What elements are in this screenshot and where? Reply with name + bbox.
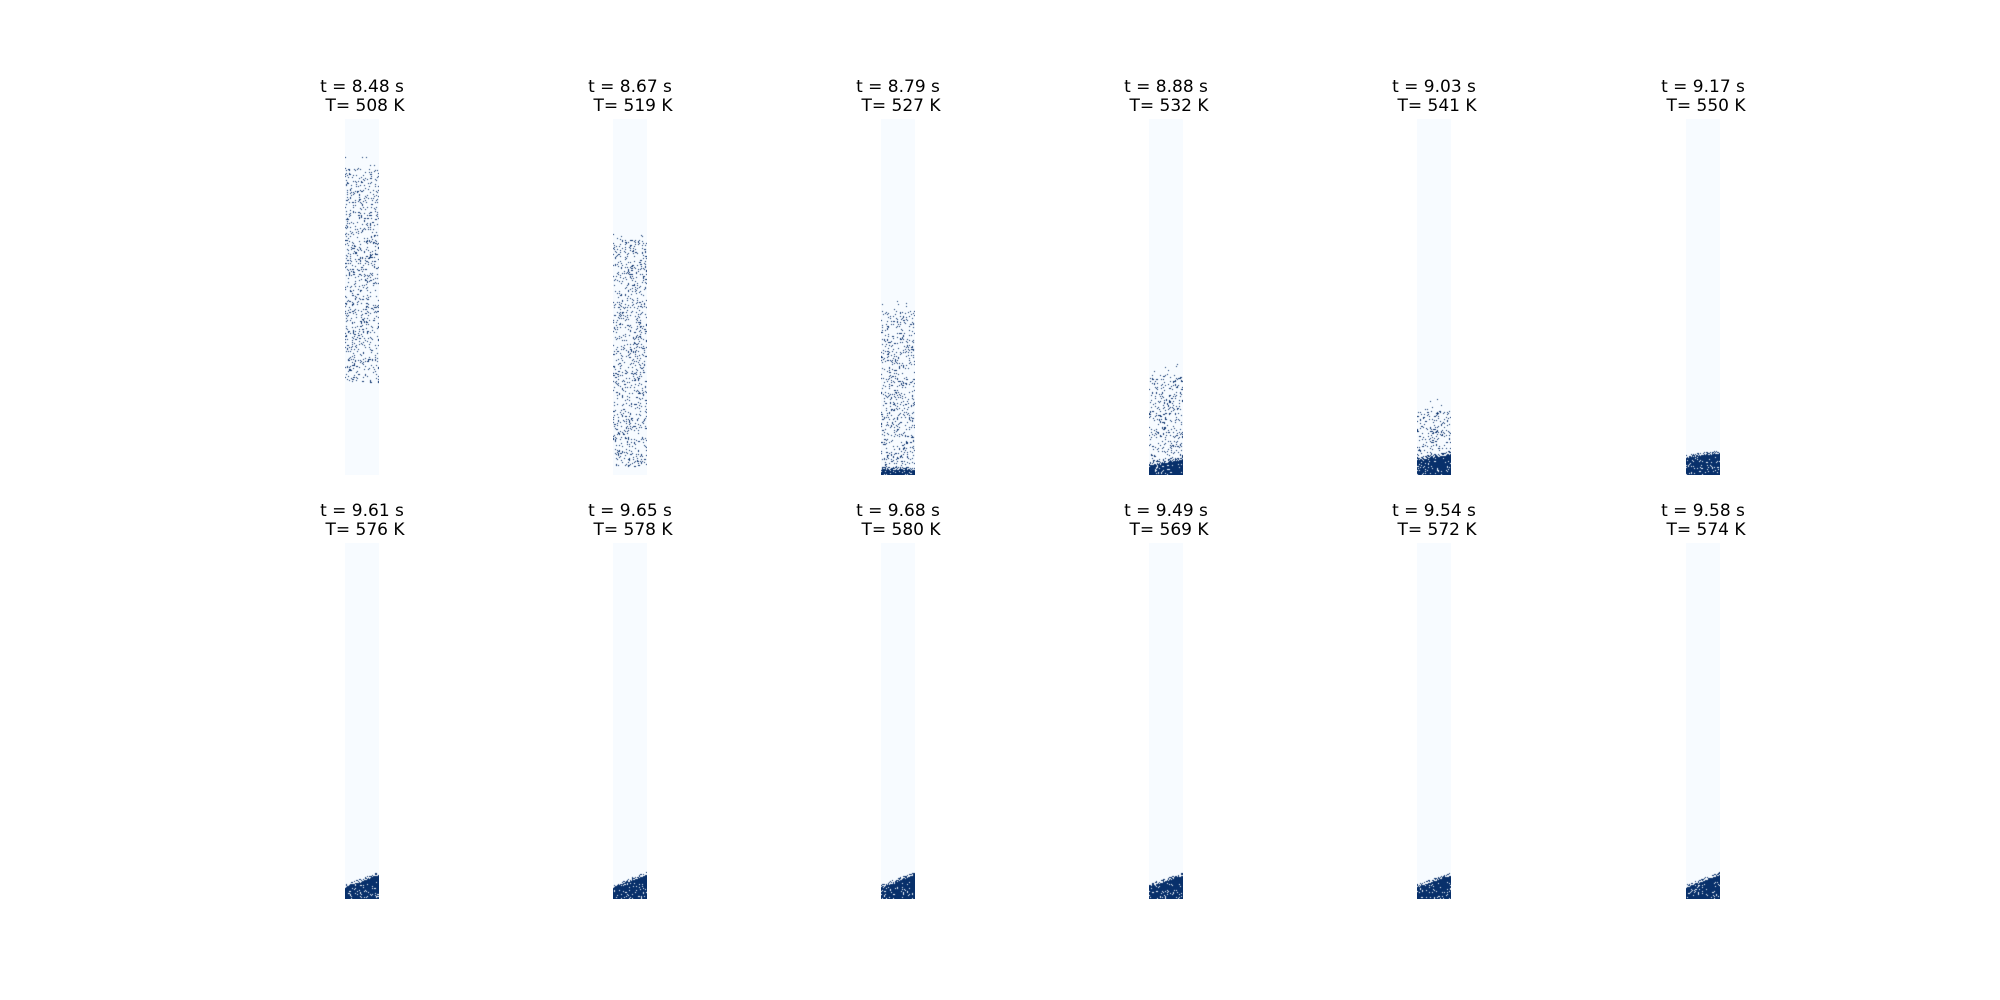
temperature-label: T= 580 K — [861, 520, 941, 540]
particle-density-heatmap — [1149, 119, 1183, 475]
time-label: t = 8.48 s — [320, 77, 404, 97]
particle-column-image — [1417, 543, 1451, 899]
time-label: t = 9.65 s — [588, 501, 672, 521]
particle-column-image — [1149, 119, 1183, 475]
time-label: t = 9.61 s — [320, 501, 404, 521]
time-label: t = 9.49 s — [1124, 501, 1208, 521]
temperature-label: T= 550 K — [1666, 96, 1746, 116]
panel-title: t = 9.54 s T= 572 K — [1364, 502, 1504, 540]
particle-column-image — [1686, 119, 1720, 475]
temperature-label: T= 532 K — [1129, 96, 1209, 116]
particle-density-heatmap — [1417, 119, 1451, 475]
particle-density-heatmap — [613, 119, 647, 475]
time-label: t = 9.54 s — [1392, 501, 1476, 521]
temperature-label: T= 527 K — [861, 96, 941, 116]
particle-column-image — [1149, 543, 1183, 899]
particle-density-heatmap — [881, 119, 915, 475]
temperature-label: T= 576 K — [325, 520, 405, 540]
particle-column-image — [1686, 543, 1720, 899]
temperature-label: T= 574 K — [1666, 520, 1746, 540]
panel-title: t = 8.67 s T= 519 K — [560, 78, 700, 116]
panel-title: t = 9.68 s T= 580 K — [828, 502, 968, 540]
time-label: t = 9.03 s — [1392, 77, 1476, 97]
particle-density-heatmap — [345, 543, 379, 899]
time-label: t = 9.17 s — [1661, 77, 1745, 97]
particle-column-image — [881, 119, 915, 475]
panel-title: t = 9.49 s T= 569 K — [1096, 502, 1236, 540]
particle-column-image — [881, 543, 915, 899]
particle-density-heatmap — [1149, 543, 1183, 899]
particle-density-heatmap — [1417, 543, 1451, 899]
panel-title: t = 9.61 s T= 576 K — [292, 502, 432, 540]
particle-column-image — [613, 543, 647, 899]
particle-density-heatmap — [1686, 543, 1720, 899]
particle-density-heatmap — [345, 119, 379, 475]
time-label: t = 8.67 s — [588, 77, 672, 97]
particle-density-heatmap — [881, 543, 915, 899]
panel-title: t = 8.48 s T= 508 K — [292, 78, 432, 116]
particle-column-image — [1417, 119, 1451, 475]
temperature-label: T= 541 K — [1397, 96, 1477, 116]
particle-column-image — [345, 543, 379, 899]
particle-column-image — [613, 119, 647, 475]
panel-title: t = 9.58 s T= 574 K — [1633, 502, 1773, 540]
temperature-label: T= 569 K — [1129, 520, 1209, 540]
time-label: t = 9.58 s — [1661, 501, 1745, 521]
temperature-label: T= 519 K — [593, 96, 673, 116]
time-label: t = 8.79 s — [856, 77, 940, 97]
particle-column-image — [345, 119, 379, 475]
particle-density-heatmap — [1686, 119, 1720, 475]
time-label: t = 8.88 s — [1124, 77, 1208, 97]
time-label: t = 9.68 s — [856, 501, 940, 521]
panel-title: t = 8.88 s T= 532 K — [1096, 78, 1236, 116]
temperature-label: T= 578 K — [593, 520, 673, 540]
panel-title: t = 8.79 s T= 527 K — [828, 78, 968, 116]
panel-title: t = 9.65 s T= 578 K — [560, 502, 700, 540]
temperature-label: T= 508 K — [325, 96, 405, 116]
temperature-label: T= 572 K — [1397, 520, 1477, 540]
panel-title: t = 9.17 s T= 550 K — [1633, 78, 1773, 116]
panel-title: t = 9.03 s T= 541 K — [1364, 78, 1504, 116]
particle-density-heatmap — [613, 543, 647, 899]
